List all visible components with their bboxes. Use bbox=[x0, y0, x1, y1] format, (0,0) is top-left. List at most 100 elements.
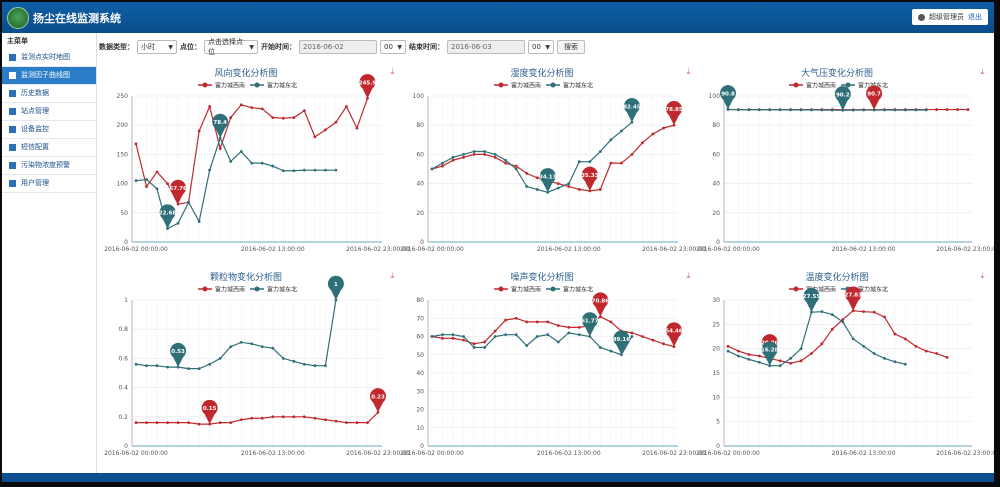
pin-shape bbox=[845, 286, 862, 311]
x-tick-label: 2016-06-02 00:00:00 bbox=[400, 450, 464, 457]
data-point bbox=[197, 422, 201, 426]
user-box[interactable]: 超级管理员 退出 bbox=[912, 9, 988, 25]
chart-title: 风向变化分析图 bbox=[214, 69, 278, 79]
data-point bbox=[588, 335, 592, 338]
data-point bbox=[903, 337, 907, 341]
sidebar: 主菜单 监测点实时地图 监测因子曲线图 历史数据 站点管理 设备监控 短信配置 … bbox=[2, 33, 97, 473]
data-point bbox=[535, 176, 539, 180]
sidebar-item-label: 历史数据 bbox=[21, 89, 49, 97]
site-select[interactable]: 点击选择点位 ▼ bbox=[204, 38, 258, 56]
data-point bbox=[546, 333, 550, 337]
x-tick-label: 2016-06-02 13:00:00 bbox=[832, 246, 896, 253]
data-point bbox=[577, 333, 581, 337]
data-point bbox=[218, 357, 222, 360]
data-point bbox=[187, 421, 191, 425]
data-point bbox=[588, 160, 592, 164]
series-line bbox=[431, 121, 633, 193]
series-line bbox=[135, 136, 336, 230]
start-hour-select[interactable]: 00 ▼ bbox=[380, 40, 406, 54]
data-point bbox=[577, 325, 581, 329]
data-point bbox=[504, 318, 508, 322]
data-point bbox=[609, 161, 613, 165]
legend-marker bbox=[254, 82, 260, 88]
download-icon[interactable]: ⤓ bbox=[686, 271, 690, 280]
sidebar-item-sms[interactable]: 短信配置 bbox=[2, 139, 96, 157]
download-icon[interactable]: ⤓ bbox=[980, 271, 984, 280]
x-tick-label: 2016-06-02 13:00:00 bbox=[537, 450, 601, 457]
sidebar-item-devices[interactable]: 设备监控 bbox=[2, 121, 96, 139]
data-point bbox=[229, 421, 233, 425]
sidebar-item-curves[interactable]: 监测因子曲线图 bbox=[2, 67, 96, 85]
gear-icon bbox=[9, 108, 16, 115]
data-point bbox=[260, 107, 264, 111]
sidebar-item-map[interactable]: 监测点实时地图 bbox=[2, 49, 96, 67]
download-icon[interactable]: ⤓ bbox=[390, 271, 394, 280]
site-value: 点击选择点位 bbox=[208, 38, 243, 56]
data-point bbox=[903, 108, 907, 112]
series-line bbox=[135, 299, 337, 370]
start-date-input[interactable]: 2016-06-02 bbox=[299, 40, 377, 54]
series-line bbox=[727, 310, 948, 364]
data-point bbox=[556, 182, 560, 185]
data-point bbox=[588, 189, 592, 193]
download-icon[interactable]: ⤓ bbox=[390, 67, 394, 76]
data-point bbox=[271, 164, 275, 168]
bell-icon bbox=[9, 162, 16, 169]
data-point bbox=[166, 182, 169, 185]
data-point bbox=[472, 150, 476, 153]
marker-pin: 1 bbox=[327, 275, 344, 300]
sidebar-item-alerts[interactable]: 污染物浓度预警 bbox=[2, 157, 96, 175]
user-name[interactable]: 超级管理员 bbox=[929, 13, 964, 21]
menu-heading: 主菜单 bbox=[7, 37, 28, 45]
data-point bbox=[619, 161, 623, 165]
download-icon[interactable]: ⤓ bbox=[980, 67, 984, 76]
data-point bbox=[747, 357, 751, 361]
data-point bbox=[229, 345, 233, 349]
type-select[interactable]: 小时 ▼ bbox=[137, 40, 177, 54]
download-icon[interactable]: ⤓ bbox=[686, 67, 690, 76]
data-point bbox=[441, 164, 444, 168]
chart-svg: 富力城西南 富力城东北 0 10 20 30 40 50 60 70 80 2016-06-02 00… bbox=[400, 286, 706, 458]
data-point bbox=[302, 109, 306, 112]
pin-shape bbox=[370, 388, 386, 413]
legend-marker bbox=[793, 82, 799, 88]
data-point bbox=[535, 320, 539, 324]
chevron-down-icon: ▼ bbox=[168, 43, 173, 51]
sidebar-item-users[interactable]: 用户管理 bbox=[2, 175, 96, 193]
data-point bbox=[302, 168, 306, 172]
data-point bbox=[441, 161, 444, 165]
y-tick-label: 200 bbox=[117, 122, 129, 129]
data-point bbox=[239, 103, 243, 107]
data-point bbox=[313, 416, 317, 420]
marker-pin: 0.53 bbox=[170, 342, 187, 368]
end-hour-select[interactable]: 00 ▼ bbox=[528, 40, 554, 54]
pin-label: 0.15 bbox=[203, 406, 217, 412]
data-point bbox=[472, 153, 476, 156]
data-point bbox=[726, 344, 730, 348]
data-point bbox=[514, 333, 518, 337]
sidebar-item-history[interactable]: 历史数据 bbox=[2, 85, 96, 103]
data-point bbox=[208, 168, 212, 172]
data-point bbox=[250, 161, 254, 165]
end-date-input[interactable]: 2016-06-03 bbox=[447, 40, 525, 54]
data-point bbox=[271, 346, 275, 350]
data-point bbox=[651, 338, 655, 342]
data-point bbox=[483, 346, 487, 349]
logout-link[interactable]: 退出 bbox=[968, 13, 982, 21]
data-point bbox=[609, 349, 613, 353]
data-point bbox=[662, 126, 665, 130]
pin-shape bbox=[623, 98, 640, 123]
data-point bbox=[630, 331, 634, 335]
series-line bbox=[431, 315, 675, 348]
data-point bbox=[451, 333, 455, 337]
data-point bbox=[260, 161, 264, 165]
chevron-down-icon: ▼ bbox=[249, 43, 254, 51]
data-point bbox=[239, 340, 243, 344]
data-point bbox=[567, 185, 571, 188]
pin-shape bbox=[803, 287, 820, 313]
search-button[interactable]: 搜索 bbox=[557, 40, 585, 54]
sidebar-item-sites[interactable]: 站点管理 bbox=[2, 103, 96, 121]
data-point bbox=[334, 419, 338, 423]
y-tick-label: 20 bbox=[416, 210, 424, 217]
